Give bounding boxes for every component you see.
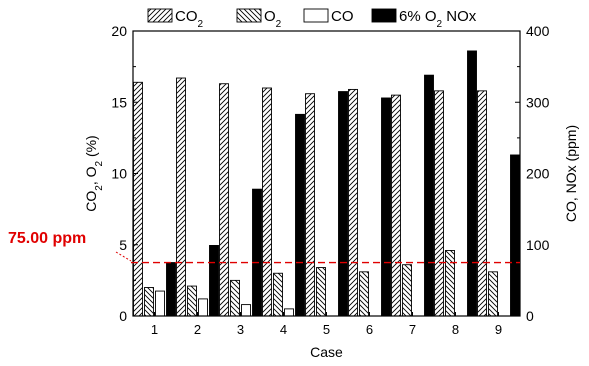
bar-co-case-3 bbox=[241, 304, 251, 317]
legend-swatch-o2 bbox=[236, 8, 262, 23]
right-tick-label: 300 bbox=[526, 94, 550, 110]
left-tick-label: 10 bbox=[111, 166, 127, 182]
bar-6-o2-nox-case-4 bbox=[295, 113, 305, 317]
reference-annotation: 75.00 ppm bbox=[8, 230, 520, 264]
bar-6-o2-nox-case-1 bbox=[166, 262, 176, 317]
reference-label: 75.00 ppm bbox=[8, 230, 86, 247]
x-tick-label: 4 bbox=[280, 322, 287, 337]
plot-border bbox=[132, 30, 521, 317]
bar-o2-case-3 bbox=[230, 279, 240, 317]
bar-o2-case-8 bbox=[445, 249, 455, 317]
bar-co2-case-5 bbox=[305, 93, 315, 317]
legend-label-6-o2-nox: 6% O2 NOx bbox=[399, 8, 477, 30]
right-tick-label: 100 bbox=[526, 237, 550, 253]
bar-co2-case-7 bbox=[391, 94, 401, 317]
bar-6-o2-nox-case-7 bbox=[424, 74, 434, 317]
axis-titles: Case CO2, O2 (%) CO, NOx (ppm) bbox=[83, 125, 579, 360]
legend: CO2 O2 CO 6% O2 NOx bbox=[147, 8, 477, 30]
x-tick-label: 7 bbox=[409, 322, 416, 337]
right-tick-label: 0 bbox=[526, 308, 534, 324]
bar-co2-case-1 bbox=[133, 81, 143, 317]
bar-6-o2-nox-case-2 bbox=[209, 245, 219, 317]
left-tick-label: 20 bbox=[111, 23, 127, 39]
x-tick-label: 8 bbox=[452, 322, 459, 337]
bar-co2-case-2 bbox=[176, 77, 186, 317]
bar-6-o2-nox-case-5 bbox=[338, 91, 348, 317]
legend-swatch-6-o2-nox bbox=[371, 8, 397, 23]
right-axis-title: CO, NOx (ppm) bbox=[563, 125, 579, 222]
left-axis-title: CO2, O2 (%) bbox=[83, 135, 105, 211]
bar-co2-case-9 bbox=[477, 90, 487, 317]
x-tick-label: 3 bbox=[237, 322, 244, 337]
x-tick-label: 6 bbox=[366, 322, 373, 337]
left-tick-label: 5 bbox=[119, 237, 127, 253]
bar-o2-case-7 bbox=[402, 264, 412, 317]
legend-swatch-co bbox=[303, 8, 329, 23]
bar-o2-case-6 bbox=[359, 271, 369, 317]
bar-6-o2-nox-case-3 bbox=[252, 188, 262, 317]
plot-frame bbox=[132, 30, 521, 317]
bar-o2-case-4 bbox=[273, 272, 283, 317]
bar-co-case-1 bbox=[155, 290, 165, 317]
x-tick-label: 5 bbox=[323, 322, 330, 337]
legend-label-o2: O2 bbox=[264, 8, 282, 30]
bar-6-o2-nox-case-6 bbox=[381, 97, 391, 317]
left-tick-label: 0 bbox=[119, 308, 127, 324]
bar-o2-case-5 bbox=[316, 267, 326, 317]
legend-label-co2: CO2 bbox=[175, 8, 204, 30]
left-tick-label: 15 bbox=[111, 94, 127, 110]
bar-6-o2-nox-case-9 bbox=[510, 154, 520, 317]
bar-o2-case-1 bbox=[144, 287, 154, 317]
bar-co-case-4 bbox=[284, 308, 294, 317]
x-tick-label: 1 bbox=[151, 322, 158, 337]
bar-co2-case-3 bbox=[219, 83, 229, 317]
bar-o2-case-2 bbox=[187, 285, 197, 317]
right-tick-label: 400 bbox=[526, 23, 550, 39]
legend-swatch-co2 bbox=[147, 8, 173, 23]
bar-o2-case-9 bbox=[488, 271, 498, 317]
bar-co2-case-4 bbox=[262, 87, 272, 317]
reference-arrow bbox=[115, 251, 132, 262]
bar-co2-case-6 bbox=[348, 88, 358, 317]
bars-group bbox=[133, 50, 520, 317]
right-tick-label: 200 bbox=[526, 166, 550, 182]
x-tick-label: 2 bbox=[194, 322, 201, 337]
x-tick-label: 9 bbox=[495, 322, 502, 337]
legend-label-co: CO bbox=[331, 8, 354, 25]
x-axis-title: Case bbox=[310, 344, 343, 360]
bar-co-case-2 bbox=[198, 298, 208, 317]
bar-6-o2-nox-case-8 bbox=[467, 50, 477, 317]
bar-co2-case-8 bbox=[434, 90, 444, 317]
